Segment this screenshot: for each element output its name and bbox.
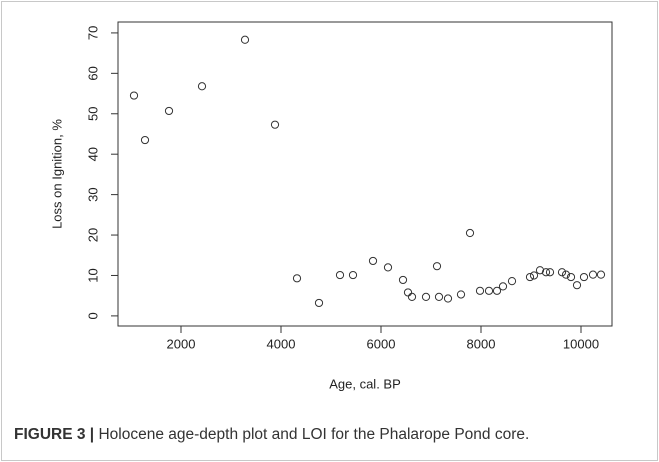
y-tick-label: 60 (85, 66, 100, 80)
point (398, 275, 408, 285)
point (164, 106, 174, 116)
x-axis-label: Age, cal. BP (329, 376, 401, 391)
point (432, 262, 442, 271)
caption-text: Holocene age-depth plot and LOI for the … (98, 426, 530, 443)
point (348, 270, 358, 280)
point (456, 290, 466, 299)
point (240, 35, 250, 44)
caption: FIGURE 3 | Holocene age-depth plot and L… (14, 426, 529, 444)
x-tick-label: 4000 (267, 336, 296, 351)
y-tick-label: 20 (85, 228, 100, 242)
y-tick-label: 40 (85, 147, 100, 161)
point (561, 270, 571, 279)
x-tick-label: 10000 (563, 336, 599, 351)
point (498, 282, 508, 291)
point (475, 286, 485, 295)
point (529, 271, 539, 280)
point (588, 270, 598, 279)
x-tick-label: 6000 (367, 336, 396, 351)
point (579, 272, 589, 282)
point (572, 281, 582, 290)
point (535, 266, 545, 275)
plot-box (117, 21, 613, 327)
y-tick-label: 70 (85, 26, 100, 40)
point (492, 286, 502, 295)
point (443, 294, 453, 303)
caption-label: FIGURE 3 | (14, 426, 95, 443)
point (596, 270, 606, 279)
point (525, 272, 535, 282)
point (566, 272, 576, 282)
point (314, 298, 324, 308)
point (557, 268, 567, 277)
point (197, 82, 207, 91)
point (407, 292, 417, 301)
point (465, 228, 475, 238)
point (292, 274, 302, 283)
point (421, 292, 431, 301)
point (507, 277, 517, 286)
point (484, 286, 494, 295)
y-tick-label: 10 (85, 268, 100, 282)
point (368, 256, 378, 266)
point (335, 270, 345, 280)
y-tick-label: 0 (85, 312, 100, 319)
point (541, 268, 551, 277)
y-tick-label: 50 (85, 107, 100, 121)
y-axis-label: Loss on Ignition, % (49, 119, 64, 229)
point (383, 263, 393, 272)
y-tick-label: 30 (85, 187, 100, 201)
point (403, 288, 413, 297)
point (129, 91, 139, 100)
point (545, 268, 555, 277)
point (270, 120, 280, 129)
point (140, 135, 150, 145)
x-tick-label: 2000 (167, 336, 196, 351)
point (434, 292, 444, 301)
x-tick-label: 8000 (467, 336, 496, 351)
